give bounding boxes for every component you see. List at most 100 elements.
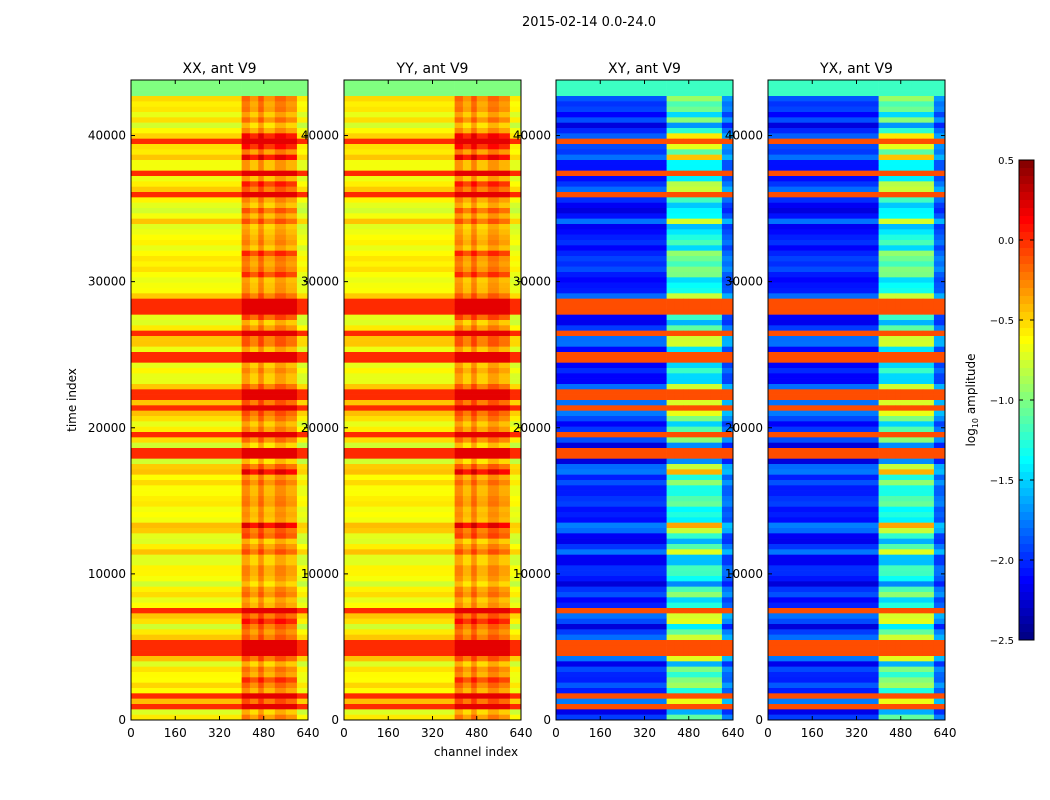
heatmap-cell [922, 682, 935, 689]
heatmap-cell [487, 160, 500, 166]
heatmap-cell [258, 538, 265, 545]
heatmap-cell [285, 240, 298, 246]
heatmap-cell [471, 208, 478, 214]
heatmap-cell [274, 186, 287, 193]
heatmap-cell [263, 528, 276, 534]
heatmap-cell [274, 112, 287, 118]
heatmap-cell [274, 469, 287, 475]
heatmap-cell [285, 666, 298, 673]
heatmap-cell [131, 346, 242, 353]
heatmap-cell [296, 378, 309, 385]
heatmap-cell [509, 645, 522, 651]
heatmap-cell [556, 517, 667, 523]
heatmap-cell [274, 394, 287, 401]
heatmap-cell [699, 352, 712, 358]
heatmap-cell [487, 117, 500, 123]
heatmap-cell [498, 549, 511, 555]
heatmap-cell [258, 448, 265, 454]
heatmap-cell [886, 688, 896, 694]
heatmap-cell [296, 293, 309, 299]
heatmap-cell [487, 506, 500, 513]
heatmap-cell [258, 186, 265, 193]
heatmap-cell [922, 672, 935, 678]
heatmap-cell [710, 698, 723, 705]
heatmap-cell [878, 341, 888, 347]
heatmap-cell [911, 101, 924, 107]
heatmap-cell [498, 293, 511, 299]
heatmap-cell [886, 197, 896, 203]
heatmap-cell [509, 122, 522, 129]
heatmap-cell [710, 256, 723, 262]
heatmap-cell [922, 400, 935, 406]
heatmap-cell [263, 336, 276, 342]
heatmap-cell [886, 394, 896, 401]
heatmap-cell [768, 197, 879, 203]
heatmap-cell [509, 448, 522, 454]
heatmap-cell [249, 576, 259, 582]
heatmap-cell [471, 229, 478, 235]
heatmap-cell [258, 608, 265, 614]
heatmap-cell [666, 336, 676, 342]
heatmap-cell [476, 645, 489, 651]
heatmap-cell [886, 341, 896, 347]
heatmap-cell [462, 224, 472, 230]
heatmap-cell [285, 378, 298, 385]
heatmap-cell [454, 677, 464, 683]
heatmap-cell [131, 181, 242, 187]
heatmap-cell [674, 133, 684, 139]
heatmap-cell [878, 624, 888, 630]
heatmap-cell [768, 181, 879, 187]
colorbar-segment [1019, 544, 1034, 553]
heatmap-cell [895, 688, 902, 694]
heatmap-cell [556, 245, 667, 251]
heatmap-cell [710, 138, 723, 145]
heatmap-cell [249, 570, 259, 577]
heatmap-cell [556, 693, 667, 699]
heatmap-cell [674, 197, 684, 203]
heatmap-cell [509, 325, 522, 331]
heatmap-cell [487, 394, 500, 401]
heatmap-cell [900, 586, 913, 593]
heatmap-cell [296, 613, 309, 619]
heatmap-cell [922, 101, 935, 107]
heatmap-cell [933, 624, 946, 630]
heatmap-cell [933, 464, 946, 470]
heatmap-cell [674, 565, 684, 571]
heatmap-cell [509, 389, 522, 395]
heatmap-cell [710, 501, 723, 507]
heatmap-cell [274, 80, 287, 86]
heatmap-cell [471, 426, 478, 433]
heatmap-cell [476, 714, 489, 721]
heatmap-cell [895, 592, 902, 598]
heatmap-cell [131, 80, 242, 86]
heatmap-cell [509, 346, 522, 353]
heatmap-cell [344, 581, 455, 587]
heatmap-cell [683, 272, 690, 278]
heatmap-cell [699, 298, 712, 305]
heatmap-cell [509, 208, 522, 214]
heatmap-cell [666, 560, 676, 566]
heatmap-cell [911, 709, 924, 715]
heatmap-cell [922, 458, 935, 465]
heatmap-cell [674, 656, 684, 662]
heatmap-cell [498, 693, 511, 699]
heatmap-cell [476, 405, 489, 411]
heatmap-cell [683, 581, 690, 587]
heatmap-cell [274, 101, 287, 107]
heatmap-cell [710, 624, 723, 630]
heatmap-cell [487, 277, 500, 283]
heatmap-cell [462, 656, 472, 662]
heatmap-cell [131, 517, 242, 523]
heatmap-cell [498, 704, 511, 710]
heatmap-cell [922, 554, 935, 561]
heatmap-cell [462, 362, 472, 369]
heatmap-cell [454, 85, 464, 91]
heatmap-cell [274, 138, 287, 145]
heatmap-cell [476, 229, 489, 235]
heatmap-cell [344, 186, 455, 193]
heatmap-cell [131, 101, 242, 107]
heatmap-cell [886, 629, 896, 635]
heatmap-cell [263, 405, 276, 411]
heatmap-cell [683, 688, 690, 694]
heatmap-cell [556, 506, 667, 513]
